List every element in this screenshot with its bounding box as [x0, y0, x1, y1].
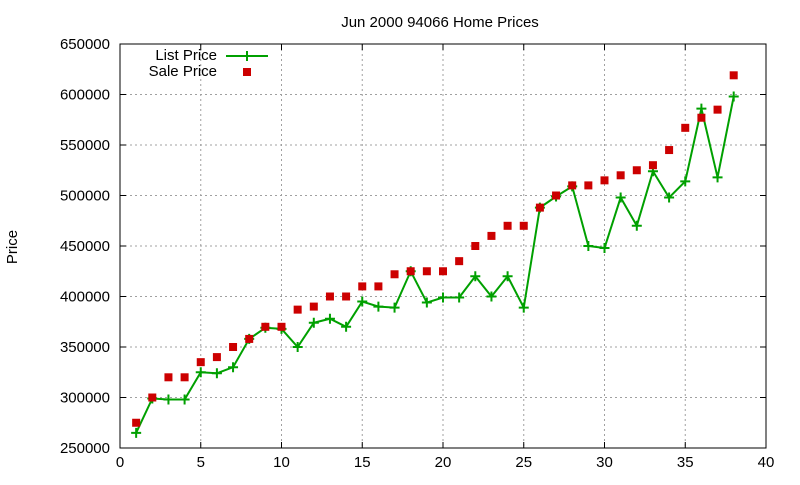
sale-price-point [648, 161, 657, 170]
sale-price-point [713, 105, 722, 114]
sale-price-point [471, 242, 480, 250]
sale-price-point [535, 203, 544, 212]
legend-marker-list-price [242, 51, 252, 61]
sale-price-point [503, 221, 512, 230]
y-tick-label: 500000 [60, 188, 110, 205]
sale-price-point [132, 418, 141, 427]
y-tick-label: 550000 [60, 137, 110, 154]
sale-price-point [229, 343, 238, 351]
sale-price-point [196, 358, 205, 367]
sale-price-point [455, 257, 464, 266]
list-price-point [631, 220, 642, 231]
list-price-point [518, 302, 529, 313]
list-price-point [163, 394, 174, 405]
y-tick-label: 400000 [60, 289, 110, 306]
sale-price-point [584, 181, 593, 190]
list-price-point [696, 103, 707, 114]
sale-price-point [697, 113, 706, 122]
sale-price-point [261, 322, 270, 331]
sale-price-point [164, 373, 173, 382]
list-price-point [292, 342, 303, 352]
list-price-point [728, 91, 739, 102]
x-tick-label: 10 [273, 454, 290, 471]
chart-title: Jun 2000 94066 Home Prices [341, 14, 539, 31]
x-tick-label: 5 [197, 454, 205, 471]
sale-price-point [487, 231, 496, 240]
axis-ticks: 0 5 10 15 20 25 30 35 40 250000 300000 350000 400000… [60, 36, 774, 471]
list-price-point [438, 292, 448, 303]
x-tick-label: 40 [758, 454, 775, 471]
sale-price-point [245, 334, 254, 343]
list-price-point [502, 271, 513, 282]
list-price-point [341, 321, 352, 332]
y-tick-label: 600000 [60, 87, 110, 104]
list-price-point [583, 241, 594, 251]
sale-price-point [439, 267, 447, 276]
sale-price-point [293, 305, 302, 314]
x-tick-label: 0 [116, 454, 124, 471]
legend-label-sale-price: Sale Price [149, 63, 217, 80]
plot-frame [119, 43, 767, 449]
list-price-point [615, 192, 626, 203]
x-tick-label: 35 [677, 454, 694, 471]
sale-price-point [568, 181, 577, 190]
list-price-point [357, 296, 368, 307]
list-price-point [712, 172, 723, 183]
y-axis-label: Price [4, 230, 21, 264]
sale-price-point [390, 270, 399, 279]
sale-price-point [180, 373, 189, 382]
sale-price-point [309, 302, 318, 311]
sale-price-point [325, 292, 334, 301]
sale-price-point [665, 146, 674, 155]
sale-price-point [681, 123, 690, 132]
y-tick-label: 450000 [60, 238, 110, 255]
sale-price-point [212, 353, 221, 362]
x-tick-label: 15 [354, 454, 371, 471]
grid [120, 44, 766, 448]
sale-price-point [358, 282, 367, 291]
list-price-point [195, 367, 206, 378]
legend: List Price Sale Price [149, 47, 268, 80]
x-tick-label: 30 [596, 454, 613, 471]
list-price-point [324, 313, 335, 324]
legend-label-list-price: List Price [155, 47, 217, 64]
sale-price-point [632, 166, 641, 175]
y-tick-label: 300000 [60, 390, 110, 407]
sale-price-point [729, 71, 738, 80]
list-price-point [680, 176, 691, 187]
list-price-point [211, 368, 222, 379]
legend-marker-sale-price [243, 68, 251, 76]
sale-price-point [422, 267, 431, 276]
list-price-line [135, 96, 735, 434]
list-price-point [599, 243, 610, 254]
x-tick-label: 25 [515, 454, 532, 471]
y-tick-label: 350000 [60, 339, 110, 356]
list-price-point [470, 271, 481, 282]
list-price-point [308, 317, 319, 328]
y-tick-label: 250000 [60, 440, 110, 457]
list-price-point [664, 192, 675, 203]
y-tick-label: 650000 [60, 36, 110, 53]
sale-price-point [406, 267, 415, 276]
list-price-point [179, 394, 190, 405]
sale-price-point [148, 393, 157, 402]
sale-price-point [277, 322, 286, 331]
x-tick-label: 20 [435, 454, 452, 471]
list-price-point [389, 302, 400, 313]
sale-price-point [374, 282, 383, 291]
list-price-point [486, 291, 497, 302]
sale-price-point [600, 176, 609, 185]
sale-price-point [616, 171, 625, 180]
sale-price-point [342, 292, 351, 301]
list-price-point [131, 427, 142, 438]
list-price-point [454, 292, 465, 303]
list-price-point [228, 362, 239, 373]
list-price-point [373, 301, 384, 312]
list-price-point [421, 297, 432, 308]
sale-price-point [519, 221, 528, 230]
series-layer [131, 71, 739, 438]
sale-price-point [552, 191, 561, 200]
